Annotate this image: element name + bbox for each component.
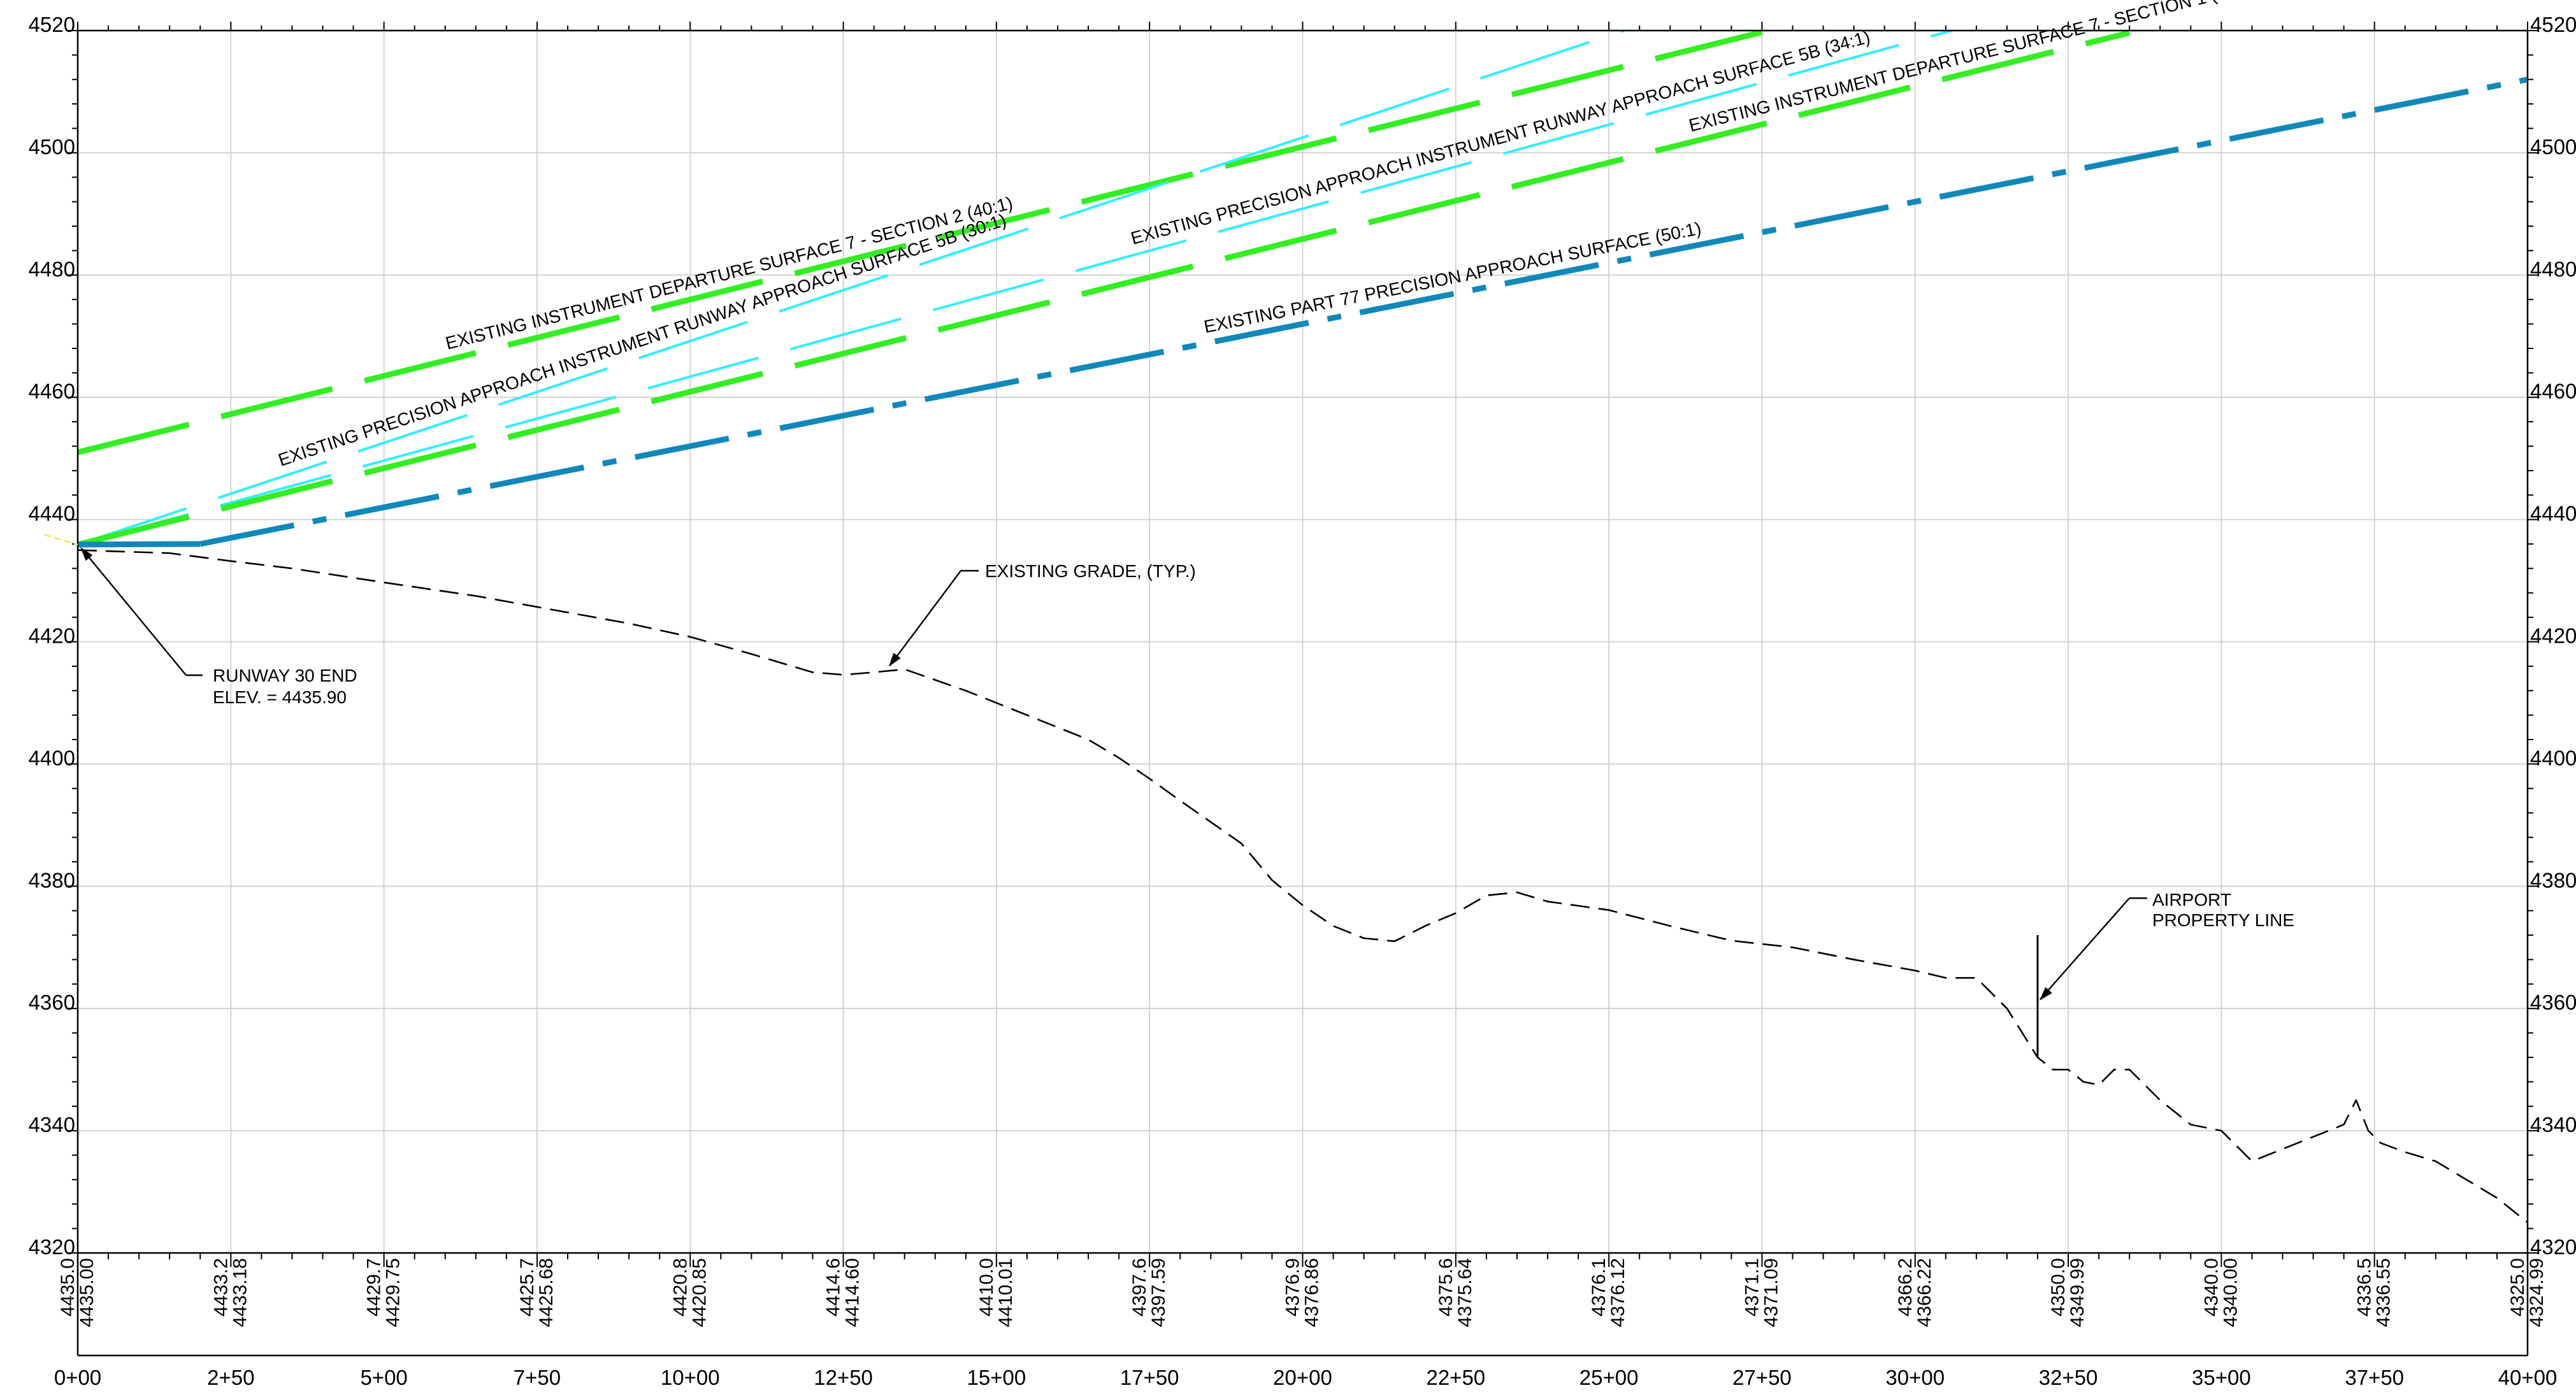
station-label: 10+00 [661,1366,720,1389]
elevation-tick-label-left: 4360 [29,991,75,1014]
existing-elevation: 4349.99 [2067,1258,2088,1327]
proposed-elevation: 4340.0 [2201,1258,2222,1317]
proposed-elevation: 4366.2 [1895,1258,1916,1317]
station-axis: 0+00 2+50 5+00 7+50 10+00 12+50 15+00 17+50 20+0… [54,1366,2558,1389]
elevation-tick-label-left: 4380 [29,868,75,892]
station-label: 12+50 [814,1366,873,1389]
existing-grade-label: EXISTING GRADE, (TYP.) [985,561,1196,581]
elevation-tick-label-right: 4520 [2530,13,2576,36]
station-label: 40+00 [2498,1366,2558,1389]
elevation-axis: 4320 4320 4340 4340 4360 4360 4380 4380 4400 4400… [29,13,2576,1259]
grid-lines [78,31,2528,1253]
proposed-elevation: 4350.0 [2048,1258,2069,1317]
existing-elevation: 4340.00 [2220,1258,2241,1327]
station-label: 35+00 [2192,1366,2251,1389]
proposed-elevation: 4425.7 [517,1258,538,1317]
property-line-label-2: PROPERTY LINE [2152,910,2294,930]
existing-grade-callout: EXISTING GRADE, (TYP.) [888,561,1196,667]
elevation-tick-label-left: 4340 [29,1113,75,1136]
series-line [77,549,2528,1224]
series-line [77,29,1625,546]
elevation-tick-label-left: 4480 [29,257,75,281]
series-label: EXISTING PRECISION APPROACH INSTRUMENT R… [1128,27,1872,248]
proposed-elevation: 4376.1 [1588,1258,1609,1317]
existing-elevation: 4433.18 [229,1258,250,1327]
elevation-tick-label-right: 4420 [2530,624,2576,648]
existing-elevation: 4420.85 [689,1258,710,1327]
existing-elevation: 4435.00 [76,1258,97,1327]
series-line [199,76,2528,547]
proposed-elevation: 4376.9 [1283,1258,1304,1317]
elevation-tick-label-left: 4440 [29,502,75,526]
proposed-elevation: 4429.7 [364,1258,385,1317]
station-label: 37+50 [2345,1366,2404,1389]
station-label: 30+00 [1885,1366,1945,1389]
property-line-callout: AIRPORT PROPERTY LINE [2036,890,2294,1057]
surface-labels: EXISTING INSTRUMENT DEPARTURE SURFACE 7 … [276,0,2258,470]
proposed-elevation: 4420.8 [670,1258,691,1317]
elevation-tick-label-left: 4460 [29,380,75,403]
existing-elevation: 4375.64 [1455,1258,1476,1327]
station-label: 25+00 [1579,1366,1639,1389]
elevation-tick-label-right: 4360 [2530,991,2576,1014]
existing-elevation: 4366.22 [1914,1258,1935,1327]
elevation-tick-label-left: 4500 [29,135,75,159]
elevation-tick-label-right: 4440 [2530,502,2576,526]
existing-elevation: 4425.68 [536,1258,557,1327]
station-label: 17+50 [1120,1366,1179,1389]
elevation-tick-label-left: 4520 [29,13,75,36]
surface-lines [76,29,2528,1224]
elevation-tick-label-left: 4400 [29,746,75,769]
elevation-tick-label-right: 4460 [2530,380,2576,403]
runway-end-callout: RUNWAY 30 END ELEV. = 4435.90 [44,534,357,707]
existing-elevation: 4410.01 [995,1258,1016,1327]
station-label: 32+50 [2039,1366,2098,1389]
elevation-tick-label-right: 4400 [2530,746,2576,769]
property-line-label: AIRPORT [2152,890,2231,910]
station-label: 15+00 [967,1366,1026,1389]
elevation-tick-label-right: 4320 [2530,1235,2576,1259]
station-label: 27+50 [1732,1366,1792,1389]
existing-elevation: 4376.12 [1608,1258,1629,1327]
elevation-tick-label-left: 4420 [29,624,75,648]
proposed-elevation: 4435.0 [57,1258,78,1317]
station-label: 0+00 [54,1366,101,1389]
runway-end-elevation-label: ELEV. = 4435.90 [213,687,347,707]
existing-elevation: 4371.09 [1760,1258,1781,1327]
runway-end-label: RUNWAY 30 END [213,666,357,685]
station-label: 5+00 [360,1366,407,1389]
station-label: 2+50 [207,1366,254,1389]
proposed-elevation: 4410.0 [976,1258,997,1317]
series-line [77,29,1952,546]
station-label: 20+00 [1273,1366,1332,1389]
elevation-tick-label-right: 4480 [2530,257,2576,281]
existing-elevation: 4429.75 [383,1258,404,1327]
existing-elevation: 4324.99 [2526,1258,2547,1327]
elevation-tick-label-left: 4320 [29,1235,75,1259]
existing-elevation: 4397.59 [1148,1258,1169,1327]
existing-elevation: 4376.86 [1302,1258,1323,1327]
proposed-elevation: 4397.6 [1129,1258,1150,1317]
elevation-tick-label-right: 4380 [2530,868,2576,892]
series-label: EXISTING PART 77 PRECISION APPROACH SURF… [1202,218,1703,337]
existing-elevation: 4414.60 [842,1258,863,1327]
proposed-elevation: 4371.1 [1741,1258,1762,1317]
station-label: 22+50 [1426,1366,1485,1389]
proposed-elevation: 4414.6 [823,1258,844,1317]
proposed-elevation: 4325.0 [2507,1258,2528,1317]
series-line-segment [77,541,201,548]
elevation-tick-label-right: 4340 [2530,1113,2576,1136]
proposed-elevation: 4433.2 [210,1258,231,1317]
existing-elevation: 4336.55 [2373,1258,2394,1327]
station-label: 7+50 [514,1366,561,1389]
series-line [76,29,2131,548]
proposed-elevation: 4336.5 [2354,1258,2375,1317]
proposed-elevation: 4375.6 [1436,1258,1457,1317]
elevation-tick-label-right: 4500 [2530,135,2576,159]
